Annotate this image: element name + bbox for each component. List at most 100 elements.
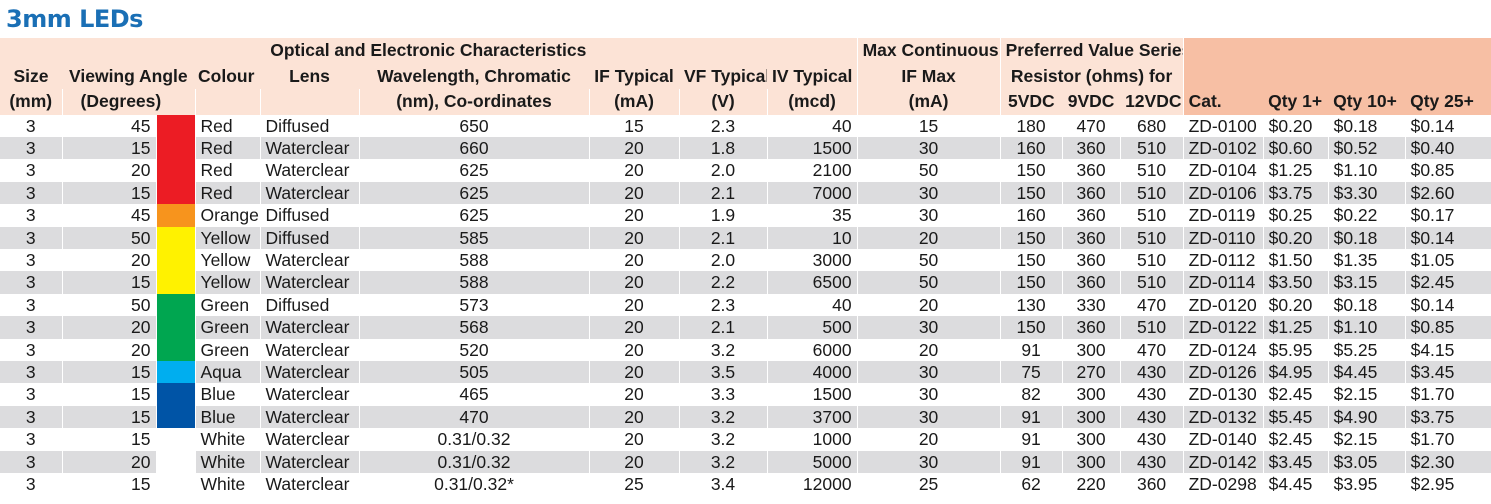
qty1-header: Qty 1+ xyxy=(1263,89,1329,115)
table-row: 3 15 White Waterclear 0.31/0.32 20 3.2 1000 20 91… xyxy=(0,428,1491,451)
price-qty25-cell: $2.30 xyxy=(1405,450,1491,473)
if-typical-cell: 20 xyxy=(589,248,680,272)
wavelength-cell: 588 xyxy=(359,271,590,294)
wavelength-cell: 0.31/0.32 xyxy=(359,450,590,473)
price-qty25-cell: $0.85 xyxy=(1405,316,1491,339)
viewing-angle-cell: 15 xyxy=(62,428,157,451)
iv-typical-cell: 6500 xyxy=(767,271,858,294)
table-row: 3 20 Green Waterclear 520 20 3.2 6000 20 91 300 470… xyxy=(0,338,1491,361)
iv-typical-cell: 7000 xyxy=(767,181,858,205)
resistor-12vdc-cell: 510 xyxy=(1120,181,1184,205)
wavelength-cell: 625 xyxy=(359,204,590,227)
colour-cell: Red xyxy=(195,159,261,182)
wavelength-cell: 568 xyxy=(359,316,590,339)
price-qty1-cell: $0.20 xyxy=(1263,293,1329,317)
colour-swatch xyxy=(156,114,196,137)
price-qty10-cell: $3.95 xyxy=(1328,473,1406,496)
lens-cell: Waterclear xyxy=(260,159,360,182)
viewing-angle-cell: 15 xyxy=(62,383,157,406)
vf-typical-cell: 2.3 xyxy=(679,114,768,137)
table-row: 3 45 Red Diffused 650 15 2.3 40 15 180 470 680 ZD-01… xyxy=(0,114,1491,137)
lens-cell: Waterclear xyxy=(260,316,360,339)
if-max-unit-header: (mA) xyxy=(857,89,1001,115)
if-typical-cell: 20 xyxy=(589,204,680,227)
cat-number-cell: ZD-0110 xyxy=(1183,226,1264,249)
sales-header-blank xyxy=(1183,38,1491,64)
if-typical-cell: 20 xyxy=(589,405,680,429)
resistor-9vdc-cell: 220 xyxy=(1062,473,1121,496)
price-qty1-cell: $3.75 xyxy=(1263,181,1329,205)
resistor-12vdc-cell: 510 xyxy=(1120,316,1184,339)
colour-swatch xyxy=(156,136,196,160)
12vdc-header: 12VDC xyxy=(1120,89,1184,115)
vf-typical-cell: 2.0 xyxy=(679,159,768,182)
cat-number-cell: ZD-0130 xyxy=(1183,383,1264,406)
iv-typical-header: IV Typical xyxy=(767,63,858,89)
vf-typical-unit-header: (V) xyxy=(679,89,768,115)
if-typical-header: IF Typical xyxy=(589,63,679,89)
if-max-cell: 20 xyxy=(857,293,1001,317)
vf-typical-cell: 1.9 xyxy=(679,204,768,227)
if-typical-cell: 20 xyxy=(589,450,680,473)
price-qty25-cell: $4.15 xyxy=(1405,338,1491,361)
vf-typical-header: VF Typical xyxy=(679,63,767,89)
colour-cell: White xyxy=(195,428,261,451)
vf-typical-cell: 1.8 xyxy=(679,136,768,160)
colour-cell: Red xyxy=(195,136,261,160)
colour-swatch xyxy=(156,360,196,384)
colour-cell: Yellow xyxy=(195,248,261,272)
price-qty10-cell: $4.45 xyxy=(1328,360,1406,384)
colour-swatch xyxy=(156,473,196,496)
table-body: 3 45 Red Diffused 650 15 2.3 40 15 180 470 680 ZD-01… xyxy=(0,114,1491,496)
viewing-angle-cell: 50 xyxy=(62,226,157,249)
resistor-9vdc-cell: 360 xyxy=(1062,248,1121,272)
if-max-cell: 30 xyxy=(857,405,1001,429)
price-qty25-cell: $2.60 xyxy=(1405,181,1491,205)
price-qty10-cell: $4.90 xyxy=(1328,405,1406,429)
colour-cell: Green xyxy=(195,316,261,339)
lens-cell: Waterclear xyxy=(260,136,360,160)
wavelength-cell: 573 xyxy=(359,293,590,317)
table-row: 3 15 Blue Waterclear 465 20 3.3 1500 30 82 300 430 Z… xyxy=(0,383,1491,406)
resistor-header-line2: Resistor (ohms) for xyxy=(1000,63,1184,89)
colour-unit-blank xyxy=(195,89,261,115)
colour-swatch xyxy=(156,159,196,182)
wavelength-cell: 585 xyxy=(359,226,590,249)
wavelength-cell: 470 xyxy=(359,405,590,429)
if-max-cell: 30 xyxy=(857,450,1001,473)
cat-header: Cat. xyxy=(1183,89,1264,115)
iv-typical-cell: 3700 xyxy=(767,405,858,429)
vf-typical-cell: 2.2 xyxy=(679,271,768,294)
resistor-5vdc-cell: 150 xyxy=(1000,159,1063,182)
iv-typical-cell: 12000 xyxy=(767,473,858,496)
if-max-cell: 30 xyxy=(857,360,1001,384)
price-qty1-cell: $2.45 xyxy=(1263,383,1329,406)
wavelength-cell: 520 xyxy=(359,338,590,361)
resistor-9vdc-cell: 360 xyxy=(1062,271,1121,294)
if-typical-unit-header: (mA) xyxy=(589,89,680,115)
if-max-cell: 15 xyxy=(857,114,1001,137)
lens-cell: Waterclear xyxy=(260,383,360,406)
resistor-5vdc-cell: 180 xyxy=(1000,114,1063,137)
colour-header: Colour xyxy=(195,63,260,89)
colour-cell: Blue xyxy=(195,405,261,429)
table-row: 3 20 Yellow Waterclear 588 20 2.0 3000 50 150 360 5… xyxy=(0,248,1491,272)
table-row: 3 45 Orange Diffused 625 20 1.9 35 30 160 360 510 ZD… xyxy=(0,204,1491,227)
viewing-angle-cell: 15 xyxy=(62,181,157,205)
viewing-angle-unit-header: (Degrees) xyxy=(62,89,196,115)
size-cell: 3 xyxy=(0,136,63,160)
price-qty10-cell: $3.05 xyxy=(1328,450,1406,473)
colour-cell: Yellow xyxy=(195,226,261,249)
if-max-cell: 20 xyxy=(857,226,1001,249)
if-max-cell: 30 xyxy=(857,316,1001,339)
cat-number-cell: ZD-0114 xyxy=(1183,271,1264,294)
price-qty25-cell: $1.70 xyxy=(1405,428,1491,451)
lens-cell: Diffused xyxy=(260,114,360,137)
iv-typical-cell: 5000 xyxy=(767,450,858,473)
if-max-cell: 50 xyxy=(857,248,1001,272)
resistor-12vdc-cell: 360 xyxy=(1120,473,1184,496)
colour-cell: Orange xyxy=(195,204,261,227)
resistor-12vdc-cell: 430 xyxy=(1120,405,1184,429)
resistor-12vdc-cell: 680 xyxy=(1120,114,1184,137)
table-row: 3 15 White Waterclear 0.31/0.32* 25 3.4 12000 25… xyxy=(0,473,1491,496)
